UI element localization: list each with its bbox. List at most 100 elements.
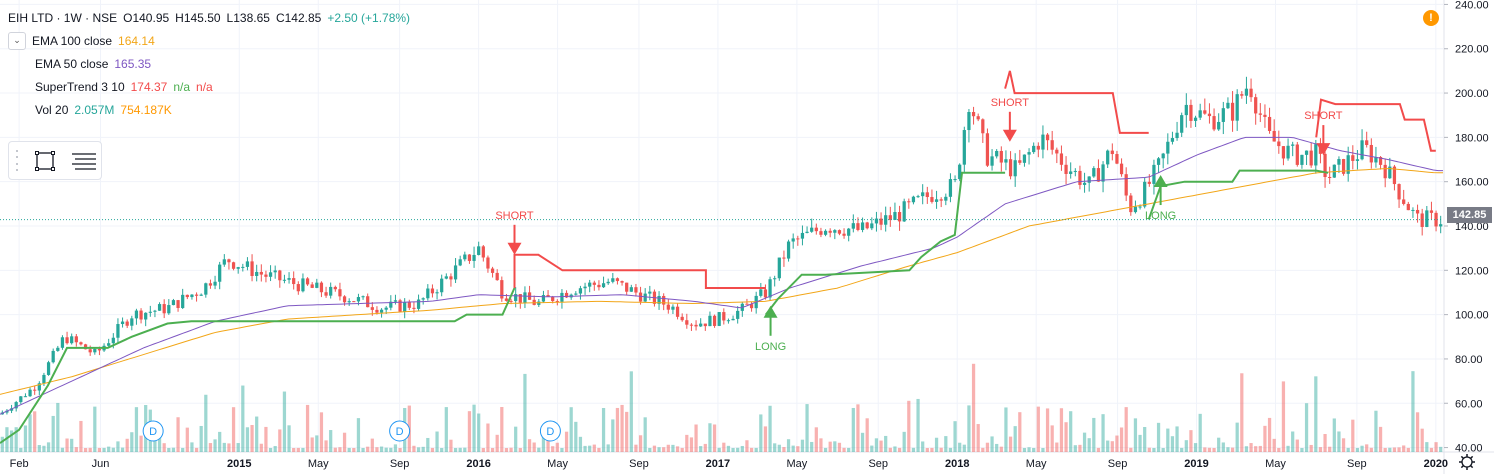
text-lines-icon[interactable] — [67, 146, 101, 176]
warning-icon[interactable]: ! — [1423, 10, 1439, 26]
settings-gear-icon[interactable] — [1459, 454, 1475, 470]
volume-bar — [1355, 447, 1360, 452]
x-tick-label: Sep — [868, 458, 888, 470]
volume-bar — [157, 432, 162, 452]
volume-bar — [370, 438, 374, 452]
volume-bar — [999, 446, 1003, 452]
volume-bar — [925, 447, 929, 452]
candle-body — [805, 231, 809, 233]
volume-bar — [953, 421, 957, 452]
volume-bar — [1365, 444, 1369, 452]
candle-body — [897, 212, 902, 222]
indicator-row-ema100[interactable]: ⌄ EMA 100 close 164.14 — [8, 29, 416, 52]
dividend-label: D — [149, 426, 157, 438]
dividend-marker[interactable]: D — [389, 420, 411, 442]
candle-body — [1096, 168, 1101, 182]
indicator-row-supertrend[interactable]: SuperTrend 3 10 174.37 n/a n/a — [8, 75, 416, 98]
signal-label: SHORT — [1304, 110, 1343, 122]
candle-body — [638, 292, 643, 302]
candle-body — [1346, 155, 1350, 174]
volume-bar — [393, 444, 398, 452]
candle-body — [828, 230, 832, 233]
candle-body — [227, 259, 231, 263]
candle-body — [708, 315, 712, 327]
volume-bar — [1291, 431, 1295, 452]
x-tick-label: Jun — [92, 458, 110, 470]
indicator-name: SuperTrend 3 10 — [35, 79, 125, 94]
candle-body — [1415, 209, 1420, 214]
candle-body — [837, 230, 842, 234]
symbol-title[interactable]: EIH LTD · 1W · NSE — [8, 10, 118, 25]
volume-bar — [694, 424, 698, 452]
volume-bar — [250, 425, 254, 452]
candle-body — [1388, 166, 1392, 179]
candle-body — [500, 280, 504, 299]
candle-body — [120, 321, 125, 325]
candle-body — [356, 297, 361, 302]
x-tick-label: May — [308, 458, 329, 470]
supertrend-line — [0, 287, 516, 444]
volume-bar — [287, 425, 291, 452]
volume-bar — [1309, 444, 1313, 452]
volume-bar — [333, 447, 337, 452]
dividend-marker[interactable]: D — [539, 420, 561, 442]
candle-body — [934, 199, 939, 202]
chevron-down-icon[interactable]: ⌄ — [8, 31, 26, 50]
volume-bar — [1434, 442, 1438, 452]
volume-bar — [1032, 447, 1036, 452]
x-tick-label: 2020 — [1424, 458, 1448, 470]
volume-bar — [245, 427, 250, 452]
x-tick-label: 2018 — [945, 458, 969, 470]
candle-body — [648, 291, 652, 294]
volume-bar — [1138, 434, 1142, 452]
candle-body — [1147, 181, 1151, 184]
candle-body — [995, 150, 999, 157]
volume-bar — [601, 407, 606, 452]
volume-bar — [440, 447, 444, 452]
volume-bar — [46, 442, 51, 452]
candle-body — [625, 282, 629, 292]
volume-bar — [657, 447, 661, 452]
legend: EIH LTD · 1W · NSE O140.95 H145.50 L138.… — [8, 6, 416, 121]
symbol-row: EIH LTD · 1W · NSE O140.95 H145.50 L138.… — [8, 6, 416, 29]
volume-bar — [680, 447, 684, 452]
volume-bar — [837, 442, 842, 452]
candle-body — [851, 223, 855, 229]
candle-body — [1244, 88, 1249, 96]
rectangle-icon[interactable] — [28, 146, 62, 176]
volume-bar — [88, 447, 92, 452]
candle-body — [916, 196, 920, 198]
candle-body — [541, 295, 546, 302]
volume-bar — [416, 447, 421, 452]
volume-bar — [625, 411, 629, 452]
volume-bar — [1254, 446, 1258, 452]
candle-body — [1402, 199, 1406, 204]
volume-bar — [467, 411, 472, 452]
volume-bar — [255, 416, 259, 452]
indicator-row-volume[interactable]: Vol 20 2.057M 754.187K — [8, 98, 416, 121]
candle-body — [1434, 212, 1438, 227]
candle-body — [1406, 203, 1410, 211]
drag-handle-icon[interactable] — [12, 149, 22, 172]
volume-bar — [1346, 447, 1350, 452]
volume-bar — [472, 404, 476, 452]
candle-body — [1161, 153, 1165, 159]
volume-bar — [1314, 376, 1318, 452]
candle-body — [88, 349, 92, 353]
volume-bar — [1258, 445, 1262, 452]
volume-bar — [643, 417, 647, 452]
indicator-row-ema50[interactable]: EMA 50 close 165.35 — [8, 52, 416, 75]
volume-bar — [1295, 439, 1299, 452]
volume-bar — [1115, 435, 1119, 452]
candle-body — [301, 278, 305, 292]
volume-bar — [1087, 438, 1091, 452]
candle-body — [606, 281, 610, 284]
candle-body — [1304, 150, 1309, 155]
volume-bar — [1133, 418, 1138, 452]
volume-bar — [194, 447, 199, 452]
volume-bar — [1069, 411, 1073, 452]
dividend-marker[interactable]: D — [142, 420, 164, 442]
volume-bar — [1050, 425, 1054, 452]
